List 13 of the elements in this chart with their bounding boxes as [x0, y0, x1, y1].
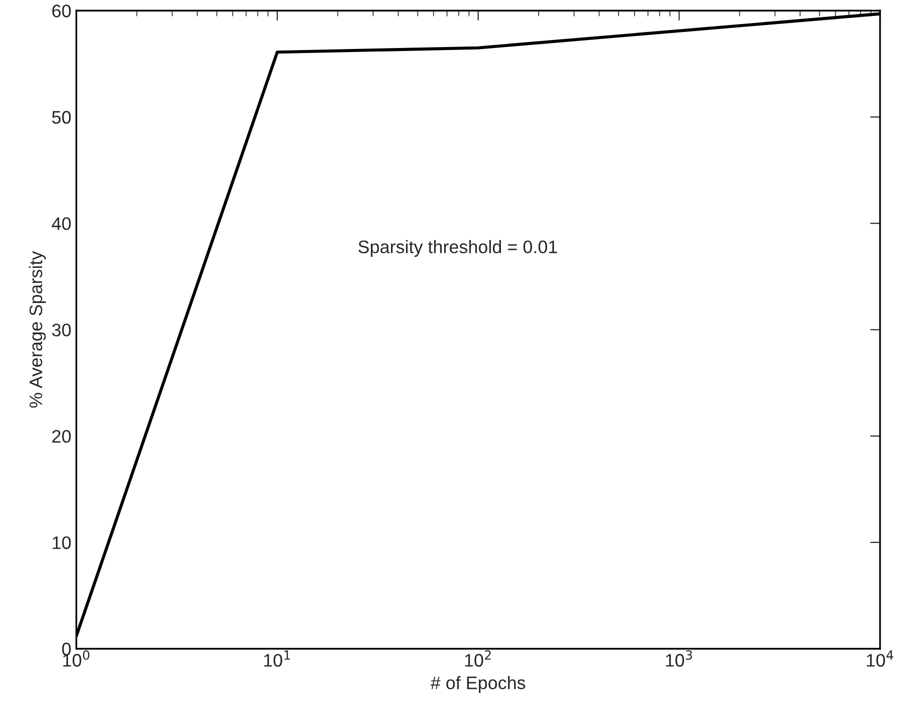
x-tick-label: 10$^{2}$: [465, 650, 491, 667]
y-tick-label: 30: [52, 324, 71, 336]
x-axis-title: # of Epochs: [430, 676, 526, 693]
x-tick-label: 10$^{3}$: [666, 650, 692, 667]
y-tick-label: 50: [52, 110, 71, 124]
y-tick-label: 60: [52, 4, 71, 18]
x-tick-label: 10$^{4}$: [866, 650, 894, 667]
y-tick-label: 20: [52, 430, 71, 443]
annotation: Sparsity threshold = 0.01: [358, 240, 557, 257]
y-tick-label: 10: [52, 536, 71, 550]
x-tick-label: 10$^{1}$: [264, 650, 290, 667]
y-axis-title: % Average Sparsity: [29, 251, 46, 408]
y-tick-label: 40: [52, 217, 71, 230]
